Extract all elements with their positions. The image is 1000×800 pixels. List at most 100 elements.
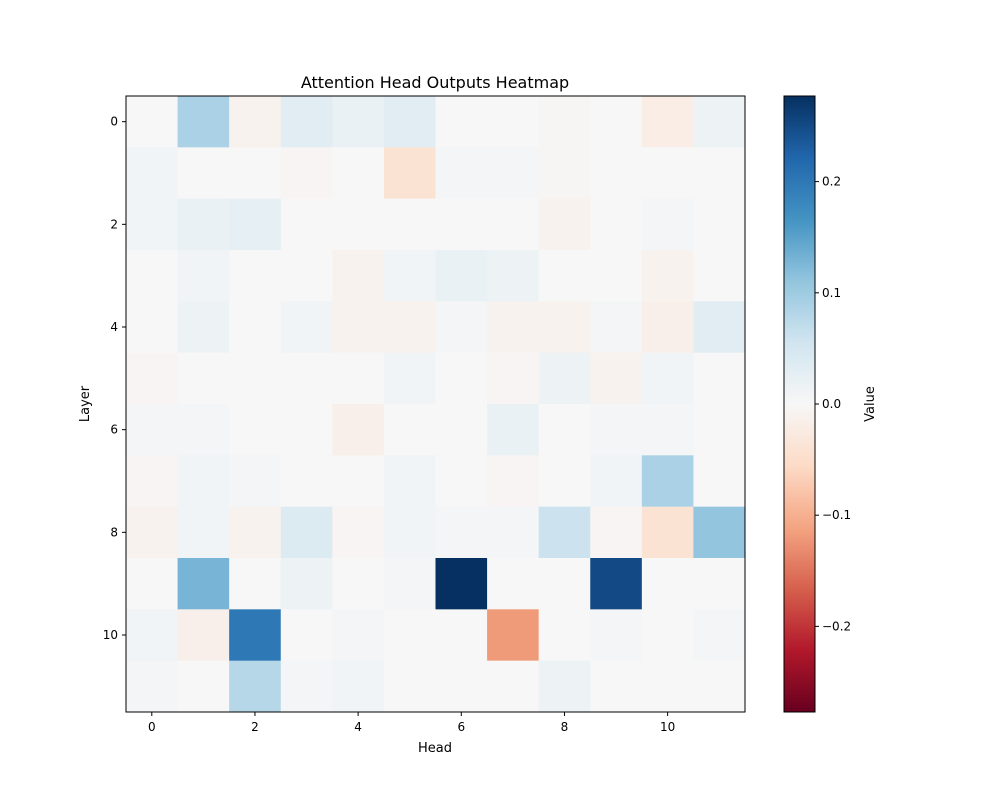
heatmap-cell xyxy=(641,147,694,200)
heatmap-cell xyxy=(126,198,179,251)
heatmap-cell xyxy=(590,506,643,559)
heatmap-cell xyxy=(538,301,591,354)
heatmap-cell xyxy=(487,404,540,456)
x-tick-label: 10 xyxy=(660,720,675,734)
y-axis-label: Layer xyxy=(78,385,93,422)
heatmap-cell xyxy=(280,609,333,662)
heatmap-cell xyxy=(693,404,746,456)
heatmap-cell xyxy=(538,455,591,508)
heatmap-cell xyxy=(332,506,385,559)
heatmap-cell xyxy=(641,352,694,405)
heatmap-cell xyxy=(332,352,385,405)
heatmap-cell xyxy=(641,660,694,713)
heatmap-cell xyxy=(590,660,643,713)
heatmap-cell xyxy=(641,404,694,456)
colorbar xyxy=(783,95,816,713)
heatmap-cell xyxy=(538,404,591,456)
heatmap-cell xyxy=(383,404,436,456)
heatmap-cell xyxy=(435,250,488,302)
heatmap-cell xyxy=(126,558,179,610)
heatmap-cell xyxy=(177,147,230,200)
heatmap-cell xyxy=(435,301,488,354)
heatmap-cell xyxy=(280,558,333,610)
heatmap-cell xyxy=(177,198,230,251)
heatmap-cell xyxy=(229,558,282,610)
heatmap-cell xyxy=(126,506,179,559)
heatmap-cell xyxy=(641,455,694,508)
colorbar-tick-label: −0.1 xyxy=(822,508,851,522)
heatmap-cell xyxy=(332,558,385,610)
heatmap-cell xyxy=(383,96,436,148)
heatmap-cell xyxy=(590,147,643,200)
heatmap-cell xyxy=(280,506,333,559)
x-tick-label: 4 xyxy=(354,720,362,734)
heatmap-cell xyxy=(487,147,540,200)
heatmap-cell xyxy=(383,198,436,251)
heatmap-cell xyxy=(229,250,282,302)
heatmap-cell xyxy=(229,660,282,713)
heatmap-cell xyxy=(280,301,333,354)
heatmap-cell xyxy=(538,352,591,405)
heatmap-cell xyxy=(487,660,540,713)
heatmap-cell xyxy=(590,609,643,662)
heatmap-cell xyxy=(177,250,230,302)
heatmap-cell xyxy=(435,96,488,148)
heatmap-cell xyxy=(332,660,385,713)
heatmap-cell xyxy=(332,250,385,302)
colorbar-tick-label: −0.2 xyxy=(822,619,851,633)
heatmap-cell xyxy=(538,609,591,662)
heatmap-cell xyxy=(280,96,333,148)
heatmap-cell xyxy=(693,660,746,713)
plot-frame xyxy=(125,95,746,713)
heatmap-cell xyxy=(435,609,488,662)
heatmap-cell xyxy=(126,301,179,354)
heatmap-cell xyxy=(435,198,488,251)
heatmap-cell xyxy=(538,147,591,200)
heatmap-cell xyxy=(332,301,385,354)
heatmap-cell xyxy=(280,147,333,200)
heatmap-cell xyxy=(435,506,488,559)
heatmap-cell xyxy=(383,506,436,559)
heatmap-cell xyxy=(641,198,694,251)
heatmap-cell xyxy=(641,609,694,662)
heatmap-cell xyxy=(126,455,179,508)
x-axis-ticks: 0 2 4 6 8 10 xyxy=(148,712,675,734)
heatmap-cell xyxy=(693,301,746,354)
heatmap-cell xyxy=(332,147,385,200)
y-tick-label: 8 xyxy=(110,525,118,539)
heatmap-cell xyxy=(538,250,591,302)
heatmap-cell xyxy=(280,352,333,405)
x-tick-label: 6 xyxy=(457,720,465,734)
heatmap-cell xyxy=(126,147,179,200)
heatmap-cell xyxy=(332,404,385,456)
heatmap-cell xyxy=(332,455,385,508)
heatmap-cell xyxy=(126,660,179,713)
heatmap-cell xyxy=(487,506,540,559)
heatmap-cell xyxy=(435,147,488,200)
heatmap-cell xyxy=(383,250,436,302)
heatmap-cell xyxy=(177,404,230,456)
heatmap-cell xyxy=(487,198,540,251)
heatmap-cell xyxy=(126,609,179,662)
heatmap-cell xyxy=(693,147,746,200)
heatmap-cell xyxy=(383,455,436,508)
heatmap-cells xyxy=(126,96,746,713)
heatmap-cell xyxy=(177,301,230,354)
heatmap-cell xyxy=(641,506,694,559)
heatmap-cell xyxy=(693,250,746,302)
heatmap-cell xyxy=(280,198,333,251)
heatmap-cell xyxy=(383,301,436,354)
heatmap-cell xyxy=(177,506,230,559)
heatmap-cell xyxy=(641,558,694,610)
heatmap-cell xyxy=(177,660,230,713)
heatmap-cell xyxy=(693,352,746,405)
heatmap-cell xyxy=(229,455,282,508)
heatmap-cell xyxy=(590,352,643,405)
heatmap-cell xyxy=(177,352,230,405)
heatmap-cell xyxy=(383,147,436,200)
heatmap-cell xyxy=(435,352,488,405)
heatmap-cell xyxy=(126,250,179,302)
heatmap-cell xyxy=(332,96,385,148)
heatmap-cell xyxy=(590,558,643,610)
